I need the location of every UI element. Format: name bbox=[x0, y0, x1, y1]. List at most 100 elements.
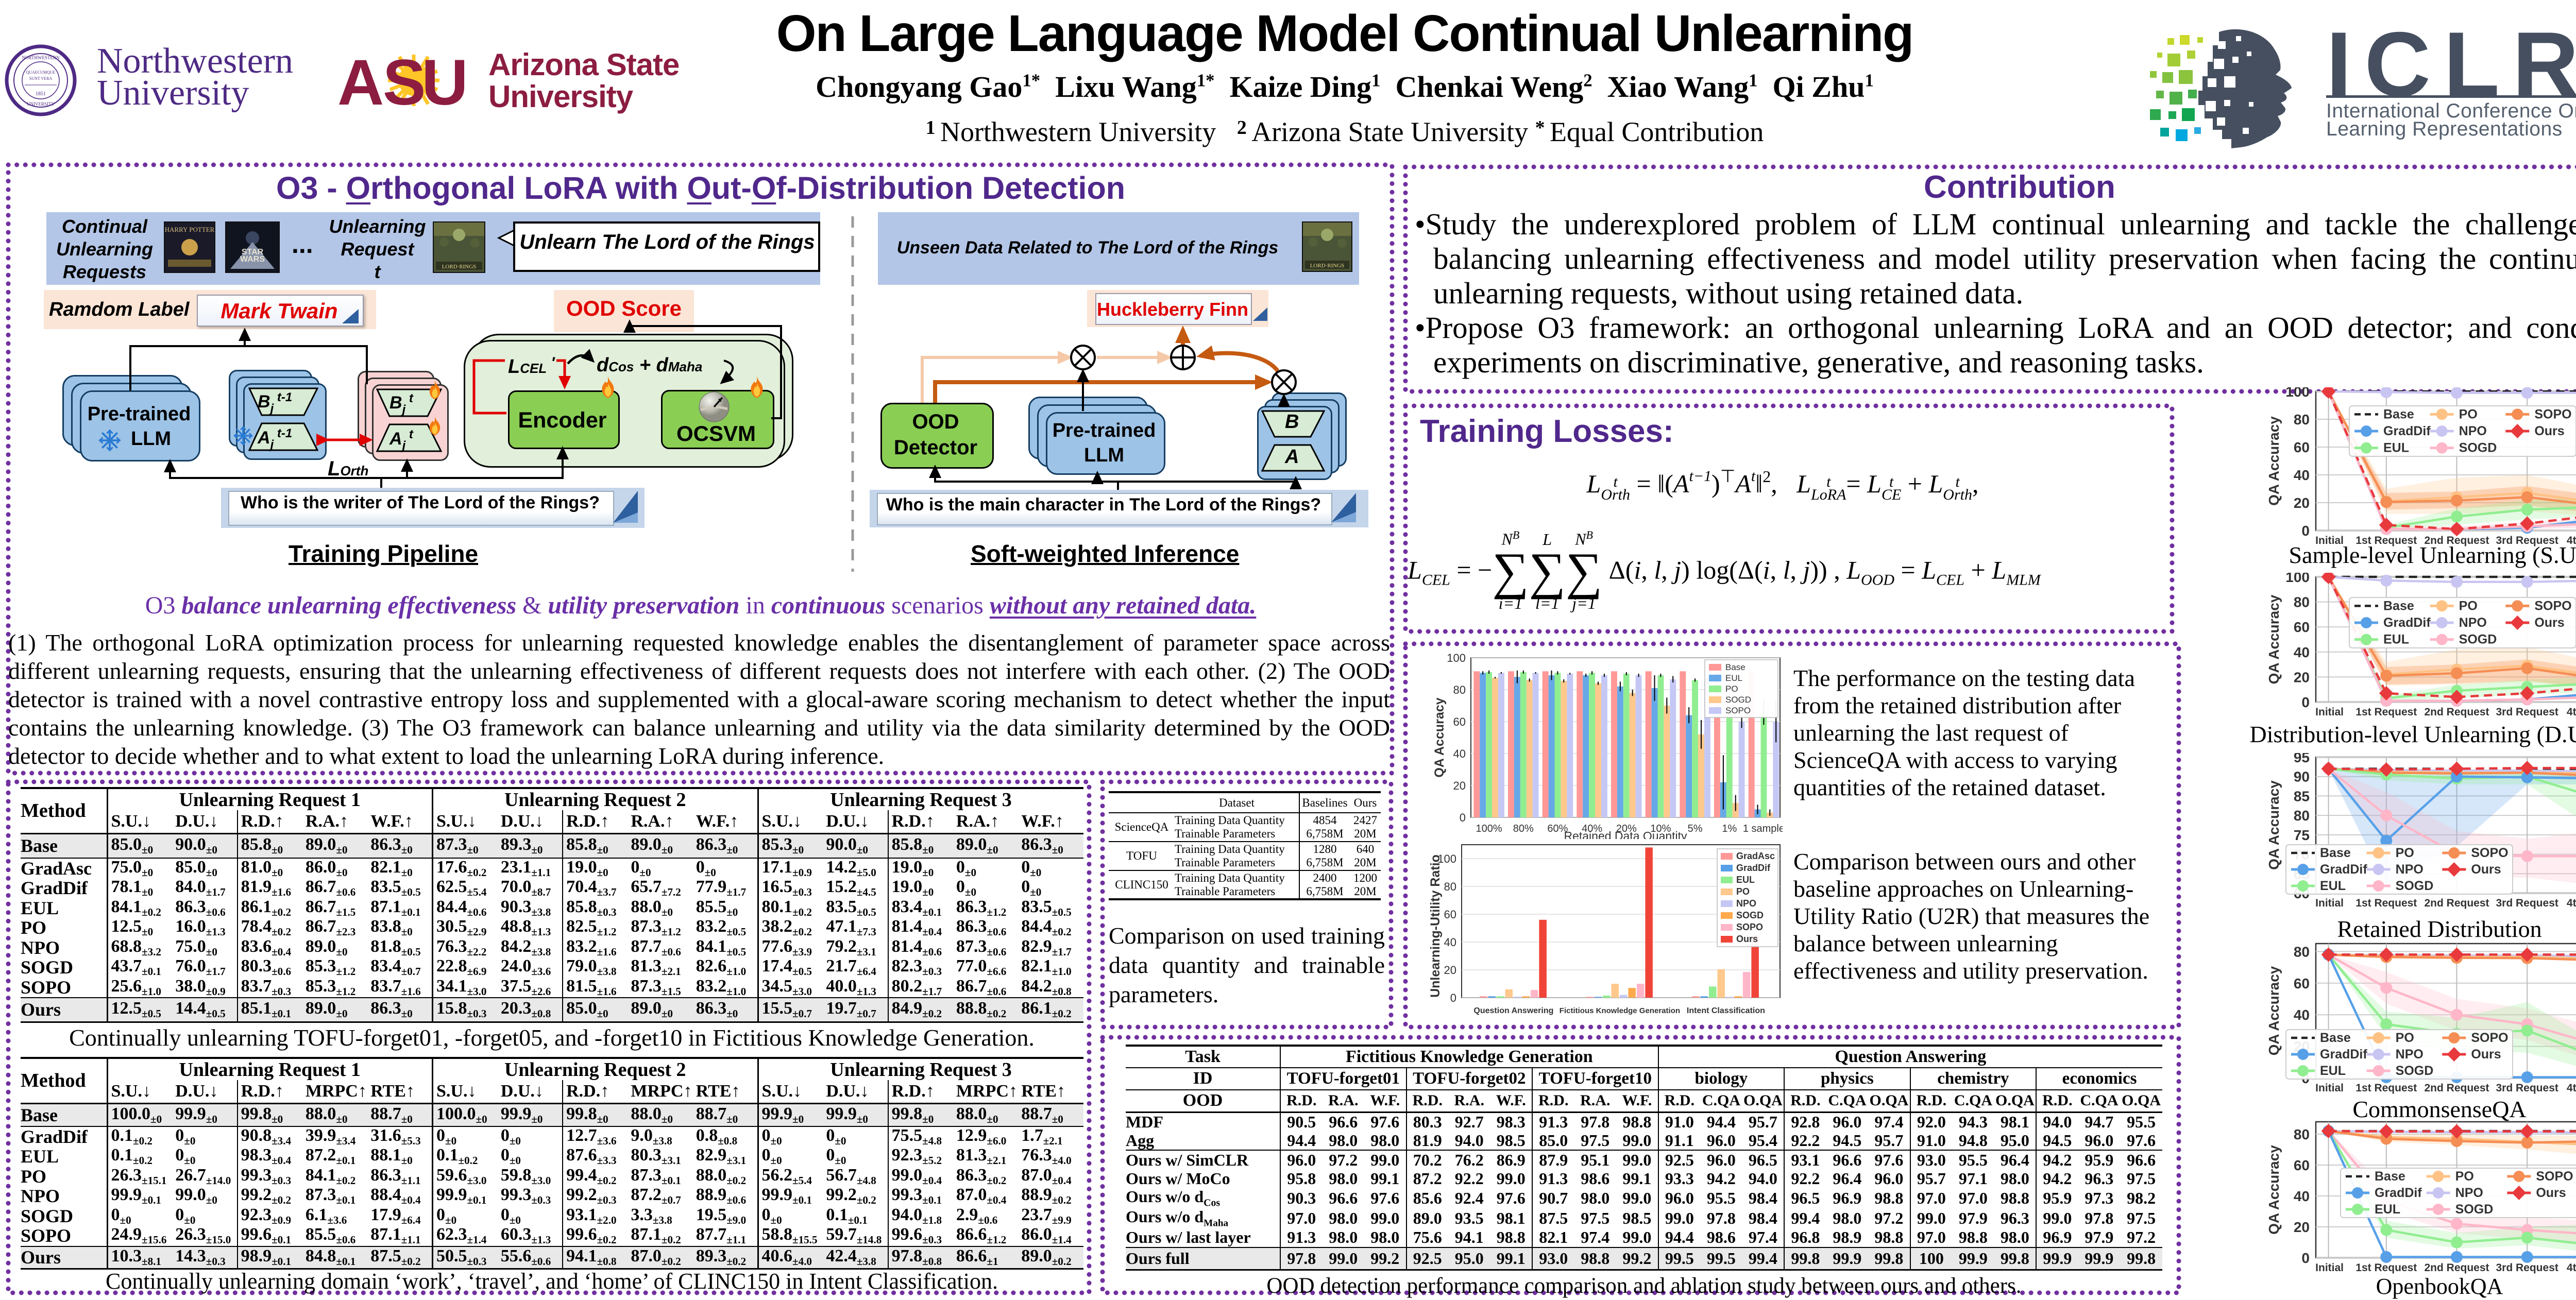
svg-text:100: 100 bbox=[2285, 573, 2310, 585]
svg-text:2nd Request: 2nd Request bbox=[2424, 897, 2489, 909]
svg-text:EUL: EUL bbox=[2320, 879, 2346, 893]
svg-text:1851: 1851 bbox=[36, 91, 46, 97]
svg-text:20: 20 bbox=[2294, 495, 2310, 511]
svg-text:3rd Request: 3rd Request bbox=[2496, 897, 2558, 909]
svg-text:100: 100 bbox=[1447, 653, 1466, 664]
svg-text:Fictitious Knowledge Generatio: Fictitious Knowledge Generation bbox=[1560, 1006, 1680, 1015]
svg-text:20%: 20% bbox=[1616, 823, 1637, 834]
svg-text:60: 60 bbox=[2294, 619, 2310, 635]
svg-text:4th Request: 4th Request bbox=[2567, 897, 2576, 909]
svg-text:Base: Base bbox=[2375, 1169, 2405, 1184]
svg-text:Ours: Ours bbox=[2471, 1047, 2501, 1062]
svg-text:60: 60 bbox=[2294, 439, 2310, 455]
svg-text:1 sample: 1 sample bbox=[1743, 823, 1783, 834]
svg-text:SOGD: SOGD bbox=[2396, 879, 2434, 893]
svg-text:Retained Data Quantity: Retained Data Quantity bbox=[1564, 829, 1687, 839]
svg-text:HARRY POTTER: HARRY POTTER bbox=[165, 226, 215, 233]
svg-text:Ours: Ours bbox=[2471, 862, 2501, 877]
svg-text:0: 0 bbox=[2301, 1250, 2310, 1266]
svg-text:GradAsc: GradAsc bbox=[1736, 851, 1775, 861]
svg-text:SOPO: SOPO bbox=[1736, 922, 1763, 932]
svg-text:0: 0 bbox=[1450, 991, 1456, 1004]
svg-text:Initial: Initial bbox=[2315, 1262, 2344, 1274]
svg-text:40: 40 bbox=[1453, 747, 1466, 760]
svg-text:1st Request: 1st Request bbox=[2355, 535, 2417, 546]
svg-text:SOPO: SOPO bbox=[1725, 706, 1751, 715]
svg-text:80: 80 bbox=[2294, 1126, 2310, 1142]
svg-text:NPO: NPO bbox=[2455, 1186, 2483, 1200]
svg-text:40: 40 bbox=[1444, 936, 1456, 949]
svg-text:SU: SU bbox=[383, 47, 464, 118]
svg-text:SOPO: SOPO bbox=[2471, 846, 2508, 860]
svg-text:NORTHWESTERN: NORTHWESTERN bbox=[22, 55, 60, 60]
svg-text:95: 95 bbox=[2294, 753, 2310, 765]
svg-text:UNIVERSITY: UNIVERSITY bbox=[27, 101, 55, 107]
svg-text:80: 80 bbox=[2294, 944, 2310, 960]
svg-text:40%: 40% bbox=[1582, 823, 1602, 834]
svg-text:EUL: EUL bbox=[1736, 875, 1755, 885]
svg-text:100: 100 bbox=[2285, 387, 2310, 400]
svg-text:2nd Request: 2nd Request bbox=[2424, 1082, 2489, 1094]
svg-text:2nd Request: 2nd Request bbox=[2424, 535, 2489, 546]
svg-text:20: 20 bbox=[1444, 964, 1456, 977]
svg-text:80: 80 bbox=[2294, 808, 2310, 824]
svg-text:40: 40 bbox=[2294, 1007, 2310, 1023]
svg-text:Ours: Ours bbox=[2534, 424, 2564, 438]
svg-text:3rd Request: 3rd Request bbox=[2496, 1262, 2558, 1274]
svg-text:LORD·RINGS: LORD·RINGS bbox=[442, 264, 477, 270]
svg-text:GradDif: GradDif bbox=[2320, 862, 2367, 877]
svg-text:0: 0 bbox=[2301, 523, 2310, 539]
svg-text:Ours: Ours bbox=[1736, 934, 1758, 944]
svg-text:80%: 80% bbox=[1513, 823, 1534, 834]
svg-text:Base: Base bbox=[2383, 407, 2414, 421]
svg-text:2nd Request: 2nd Request bbox=[2424, 1262, 2489, 1274]
svg-text:SUNT VERA: SUNT VERA bbox=[29, 76, 53, 81]
svg-text:NPO: NPO bbox=[2396, 862, 2424, 877]
svg-text:10%: 10% bbox=[1650, 823, 1671, 834]
svg-text:80: 80 bbox=[2294, 412, 2310, 427]
svg-text:QUAECUMQUE: QUAECUMQUE bbox=[26, 70, 56, 75]
svg-text:3rd Request: 3rd Request bbox=[2496, 535, 2558, 546]
svg-text:GradDif: GradDif bbox=[2375, 1186, 2422, 1200]
svg-text:90: 90 bbox=[2294, 769, 2310, 785]
svg-text:0: 0 bbox=[1460, 811, 1466, 824]
svg-text:40: 40 bbox=[2294, 467, 2310, 483]
svg-text:EUL: EUL bbox=[1725, 673, 1742, 683]
svg-text:NPO: NPO bbox=[2396, 1047, 2424, 1062]
svg-text:LORD·RINGS: LORD·RINGS bbox=[1310, 263, 1345, 269]
svg-text:60: 60 bbox=[2294, 976, 2310, 991]
svg-text:PO: PO bbox=[2459, 598, 2478, 613]
svg-text:Initial: Initial bbox=[2315, 897, 2344, 909]
svg-text:80: 80 bbox=[1444, 880, 1456, 893]
svg-text:GradDif: GradDif bbox=[1736, 863, 1771, 873]
svg-text:PO: PO bbox=[1725, 684, 1738, 694]
svg-text:Base: Base bbox=[1725, 662, 1745, 672]
svg-text:SOGD: SOGD bbox=[1736, 910, 1764, 920]
svg-text:Initial: Initial bbox=[2315, 1082, 2344, 1094]
svg-text:4th Request: 4th Request bbox=[2567, 535, 2576, 546]
svg-text:Initial: Initial bbox=[2315, 535, 2344, 546]
svg-text:3rd Request: 3rd Request bbox=[2496, 706, 2558, 718]
svg-text:40: 40 bbox=[2294, 1188, 2310, 1204]
svg-text:SOGD: SOGD bbox=[2459, 441, 2497, 455]
svg-text:NPO: NPO bbox=[2459, 615, 2487, 630]
svg-text:Ours: Ours bbox=[2534, 615, 2564, 630]
svg-text:4th Request: 4th Request bbox=[2567, 1082, 2576, 1094]
svg-text:GradDif: GradDif bbox=[2383, 615, 2431, 630]
svg-text:PO: PO bbox=[2459, 407, 2478, 421]
svg-text:SOGD: SOGD bbox=[1725, 695, 1751, 705]
svg-text:PO: PO bbox=[2396, 846, 2414, 860]
svg-text:4th Request: 4th Request bbox=[2567, 1262, 2576, 1274]
svg-text:PO: PO bbox=[1736, 886, 1750, 897]
svg-text:Intent Classification: Intent Classification bbox=[1687, 1006, 1765, 1015]
svg-text:EUL: EUL bbox=[2383, 632, 2409, 647]
svg-text:SOPO: SOPO bbox=[2534, 407, 2571, 421]
svg-text:SOGD: SOGD bbox=[2455, 1202, 2494, 1217]
svg-text:Base: Base bbox=[2320, 1031, 2351, 1045]
svg-text:1%: 1% bbox=[1722, 823, 1737, 834]
svg-text:100%: 100% bbox=[1476, 823, 1502, 834]
svg-text:Initial: Initial bbox=[2315, 706, 2344, 718]
svg-text:PO: PO bbox=[2455, 1169, 2474, 1184]
svg-text:1st Request: 1st Request bbox=[2355, 706, 2417, 718]
svg-text:85: 85 bbox=[2294, 788, 2310, 804]
